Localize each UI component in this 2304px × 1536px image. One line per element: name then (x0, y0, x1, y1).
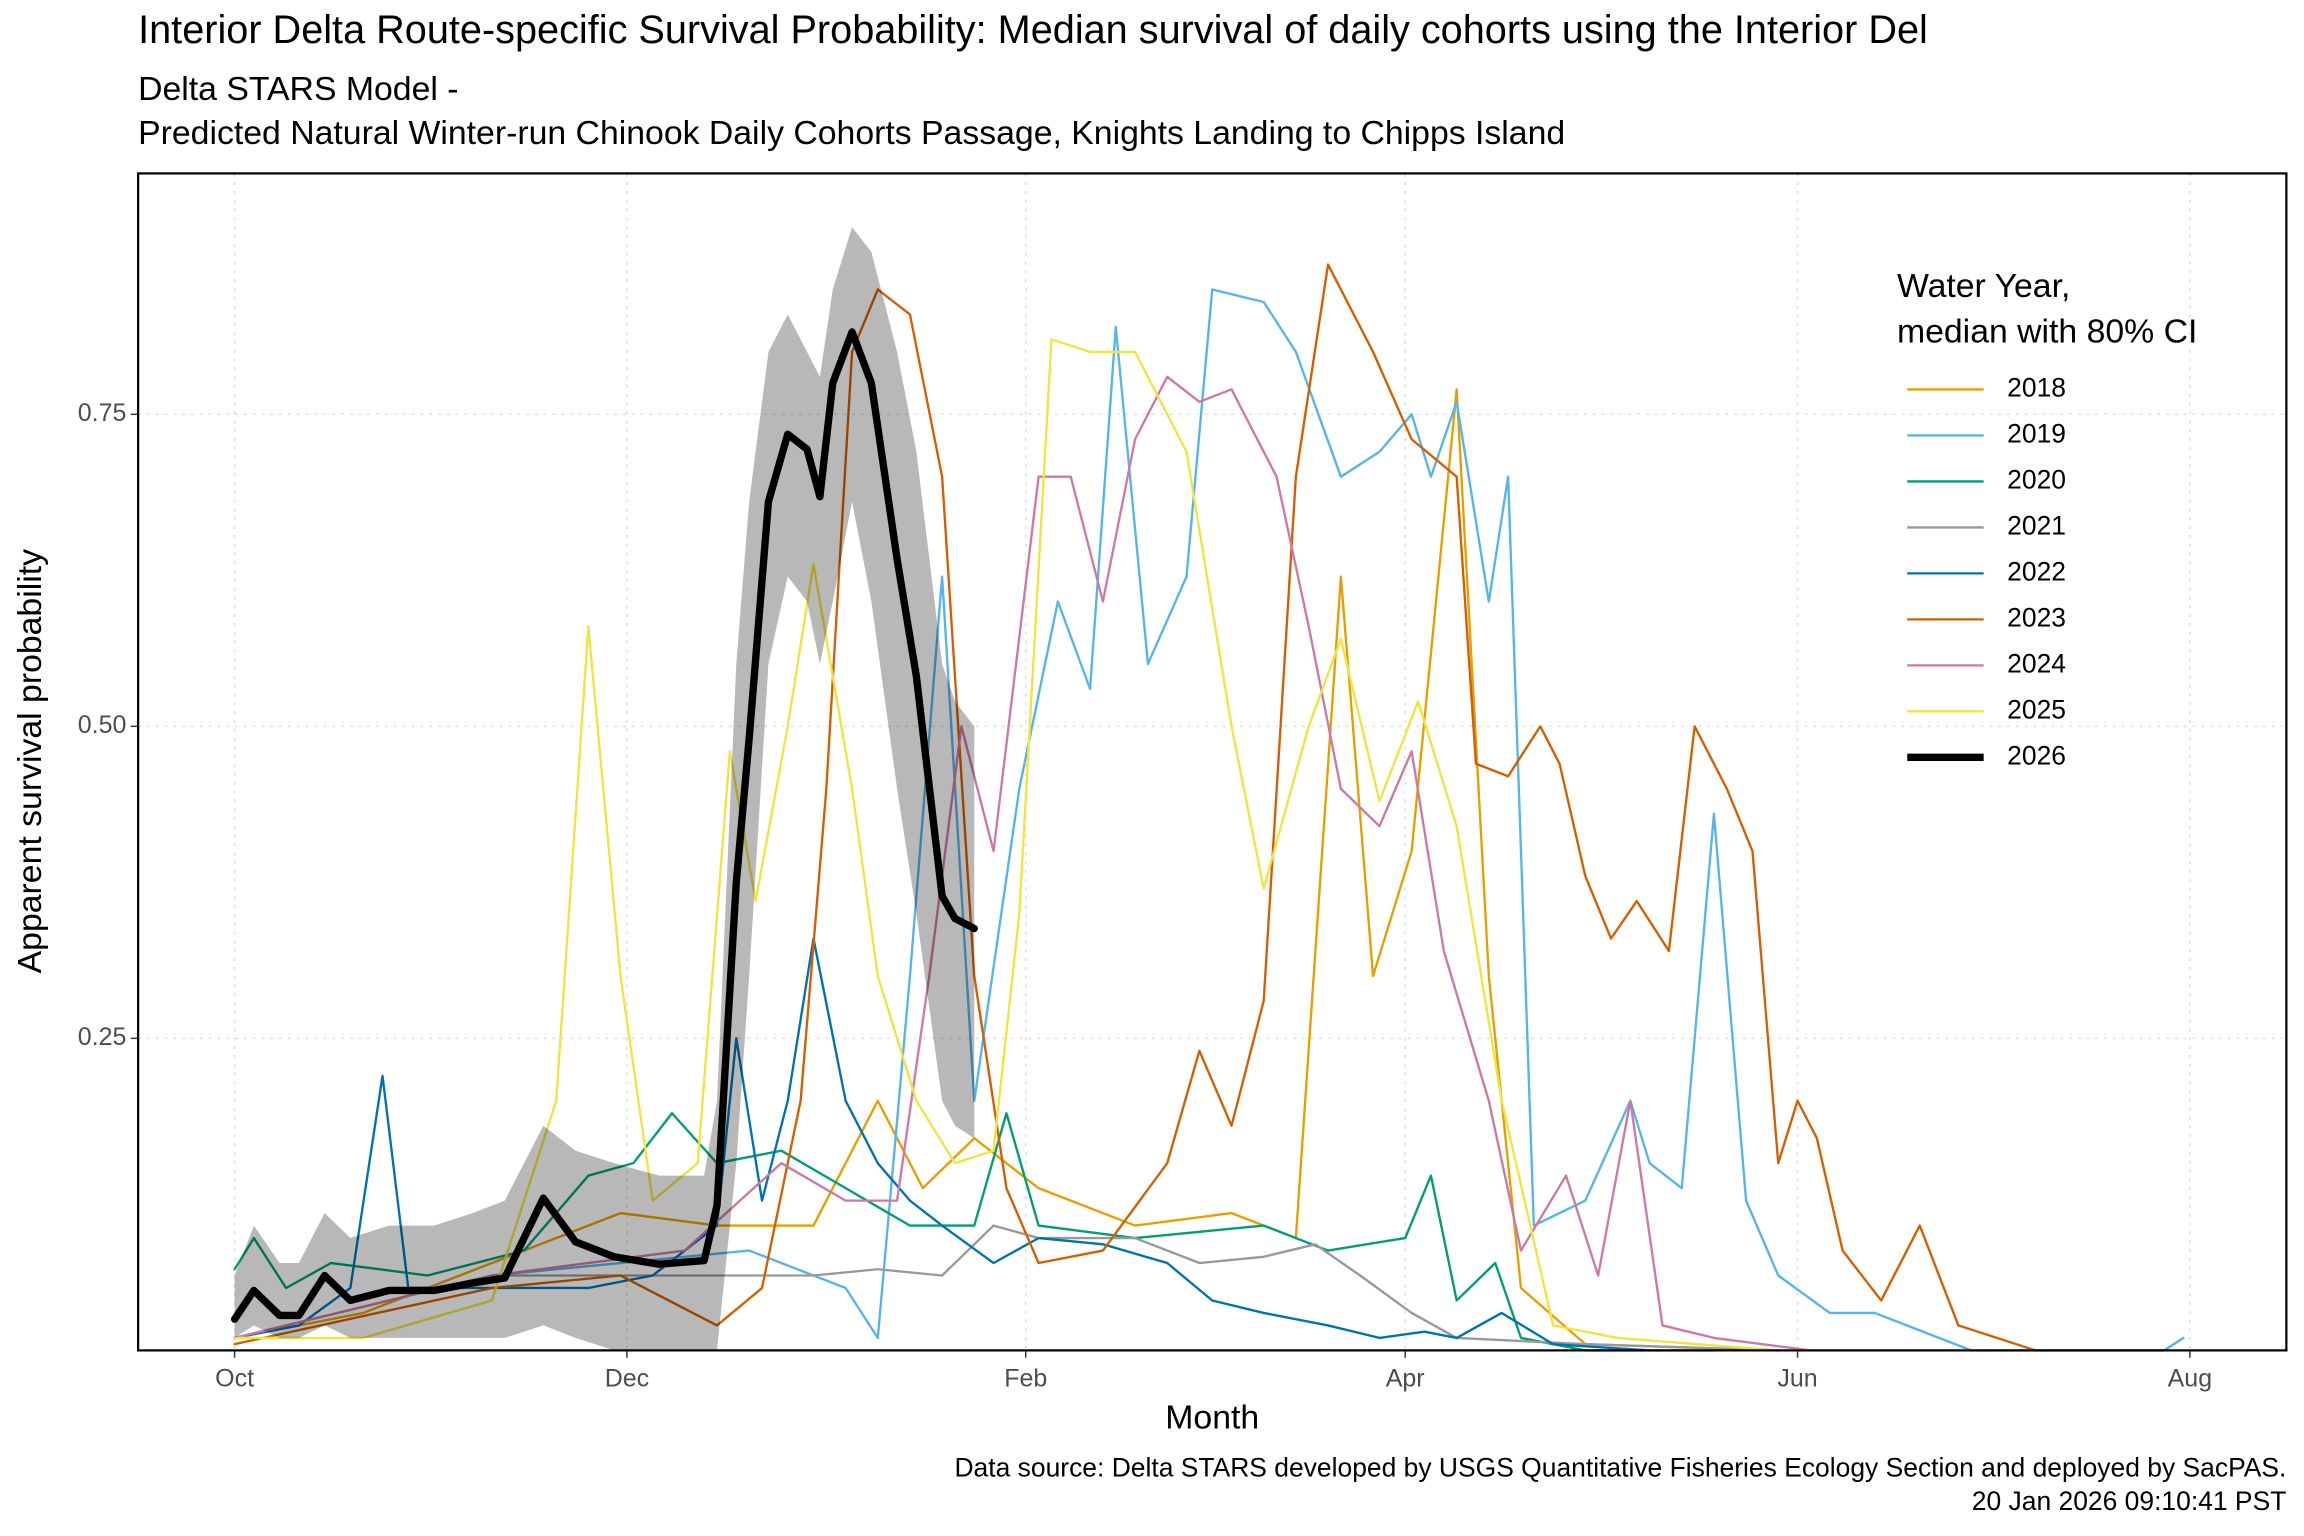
caption: 20 Jan 2026 09:10:41 PST (1972, 1486, 2287, 1516)
legend-title: median with 80% CI (1897, 312, 2197, 350)
plot-border (137, 172, 2288, 1352)
legend-label: 2021 (2007, 510, 2066, 540)
legend-label: 2026 (2007, 740, 2066, 770)
y-tick-label: 0.50 (78, 711, 127, 739)
legend-label: 2018 (2007, 372, 2066, 402)
series-line (230, 328, 978, 1323)
chart-title: Interior Delta Route-specific Survival P… (138, 8, 1928, 52)
series-line (233, 338, 2037, 1352)
y-tick-label: 0.75 (78, 399, 127, 427)
y-axis-title: Apparent survival probability (11, 549, 49, 973)
caption: Data source: Delta STARS developed by US… (954, 1452, 2286, 1482)
chart-subtitle: Predicted Natural Winter-run Chinook Dai… (138, 114, 1565, 152)
series-line (233, 288, 2185, 1352)
legend-label: 2024 (2007, 648, 2066, 678)
legend-label: 2020 (2007, 464, 2066, 494)
chart-subtitle: Delta STARS Model - (138, 70, 458, 108)
x-tick-label: Apr (1386, 1364, 1425, 1392)
series-line (233, 1224, 1780, 1352)
series-line (233, 388, 1780, 1352)
y-tick-label: 0.25 (78, 1023, 127, 1051)
x-tick-label: Oct (215, 1364, 254, 1392)
series-line (233, 375, 1812, 1352)
x-tick-label: Jun (1777, 1364, 1817, 1392)
legend-label: 2019 (2007, 418, 2066, 448)
x-tick-label: Dec (605, 1364, 649, 1392)
legend-label: 2025 (2007, 694, 2066, 724)
x-axis-title: Month (1165, 1398, 1259, 1436)
legend-label: 2023 (2007, 602, 2066, 632)
legend-label: 2022 (2007, 556, 2066, 586)
legend-title: Water Year, (1897, 267, 2070, 305)
x-tick-label: Aug (2168, 1364, 2212, 1392)
x-tick-label: Feb (1004, 1364, 1047, 1392)
ci-band (234, 227, 975, 1351)
